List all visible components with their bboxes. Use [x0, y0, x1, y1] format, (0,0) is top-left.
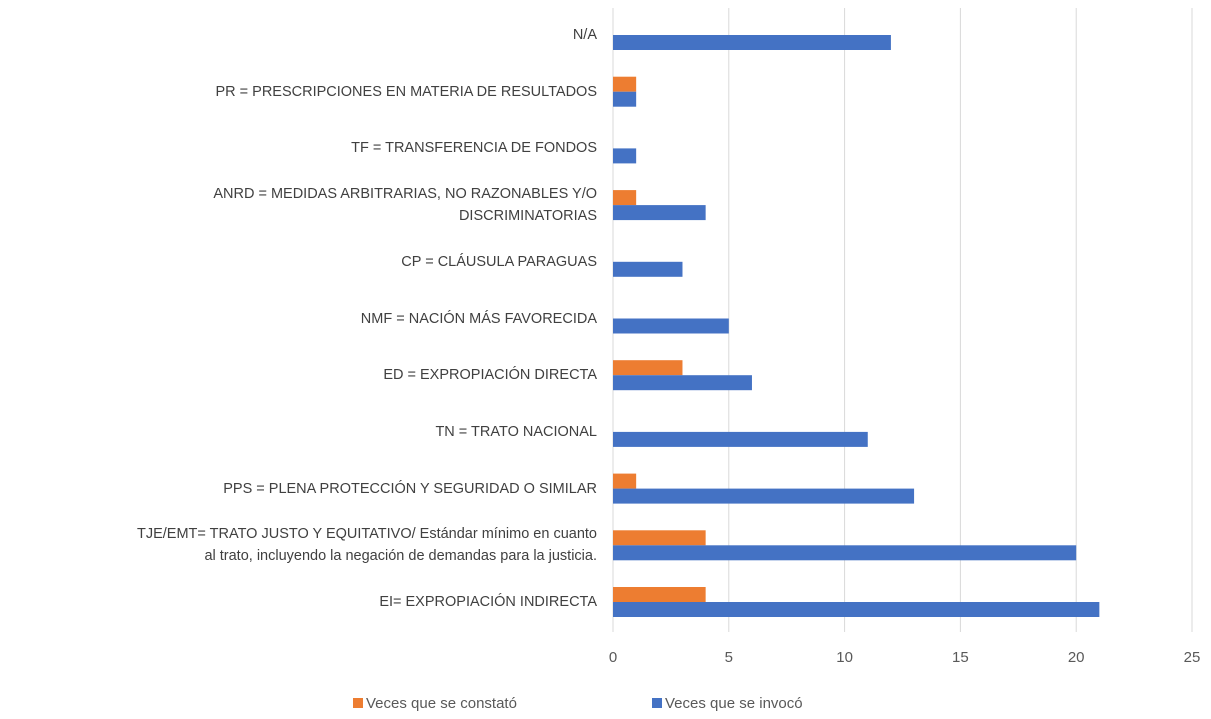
x-tick-label: 15: [952, 649, 969, 666]
category-label: ED = EXPROPIACIÓN DIRECTA: [383, 367, 597, 384]
category-label: N/A: [572, 27, 597, 43]
category-label: PR = PRESCRIPCIONES EN MATERIA DE RESULT…: [215, 83, 597, 100]
bar: [613, 76, 637, 92]
category-label: ANRD = MEDIDAS ARBITRARIAS, NO RAZONABLE…: [213, 186, 597, 225]
legend-label: Veces que se invocó: [665, 695, 803, 712]
x-tick-label: 25: [1184, 649, 1201, 666]
legend-label: Veces que se constató: [366, 695, 517, 712]
category-label: TJE/EMT= TRATO JUSTO Y EQUITATIVO/ Están…: [137, 526, 597, 565]
bar: [613, 602, 1100, 617]
bar: [613, 148, 637, 164]
x-tick-label: 0: [609, 649, 617, 666]
category-label: CP = CLÁUSULA PARAGUAS: [401, 253, 597, 270]
bar: [613, 360, 683, 376]
category-label: NMF = NACIÓN MÁS FAVORECIDA: [360, 310, 597, 327]
category-label: TF = TRANSFERENCIA DE FONDOS: [351, 140, 597, 157]
bar: [613, 375, 752, 391]
bar: [613, 587, 706, 602]
bar: [613, 488, 915, 504]
bar: [613, 431, 868, 447]
x-tick-label: 5: [725, 649, 733, 666]
category-label: TN = TRATO NACIONAL: [435, 423, 597, 440]
bar: [613, 318, 729, 334]
category-label: PPS = PLENA PROTECCIÓN Y SEGURIDAD O SIM…: [223, 480, 597, 497]
bar: [613, 545, 1077, 561]
x-tick-label: 10: [836, 649, 853, 666]
legend-swatch: [353, 698, 363, 708]
bar: [613, 473, 637, 489]
bar: [613, 35, 891, 50]
bar: [613, 530, 706, 546]
legend-swatch: [652, 698, 662, 708]
bar: [613, 261, 683, 277]
bar: [613, 205, 706, 221]
bar: [613, 190, 637, 206]
category-label: EI= EXPROPIACIÓN INDIRECTA: [379, 594, 597, 610]
bar: [613, 91, 637, 107]
x-tick-label: 20: [1068, 649, 1085, 666]
